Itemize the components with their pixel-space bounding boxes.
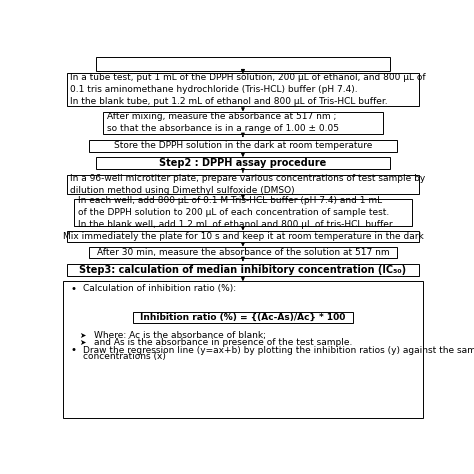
Bar: [89, 246, 397, 258]
Bar: [66, 175, 419, 194]
Text: •: •: [70, 283, 76, 293]
Text: Where: Ac is the absorbance of blank;: Where: Ac is the absorbance of blank;: [94, 331, 266, 340]
Bar: [96, 57, 390, 71]
Text: In each well, add 800 μL of 0.1 M Tris-HCL buffer (pH 7.4) and 1 mL
of the DPPH : In each well, add 800 μL of 0.1 M Tris-H…: [78, 196, 392, 228]
Bar: [89, 140, 397, 152]
Text: After mixing, measure the absorbance at 517 nm ;
so that the absorbance is in a : After mixing, measure the absorbance at …: [107, 112, 339, 133]
Text: ➤: ➤: [80, 338, 86, 347]
Text: Step3: calculation of median inhibitory concentration (IC₅₀): Step3: calculation of median inhibitory …: [79, 265, 407, 275]
Text: Mix immediately the plate for 10 s and keep it at room temperature in the dark: Mix immediately the plate for 10 s and k…: [63, 232, 423, 241]
Text: Inhibition ratio (%) = {(Ac-As)/Ac} * 100: Inhibition ratio (%) = {(Ac-As)/Ac} * 10…: [140, 313, 346, 322]
Text: Calculation of inhibition ratio (%):: Calculation of inhibition ratio (%):: [83, 284, 236, 293]
Text: After 30 min, measure the absorbance of the solution at 517 nm: After 30 min, measure the absorbance of …: [97, 247, 389, 256]
Bar: [63, 282, 423, 418]
Text: In a 96-well microtiter plate, prepare various concentrations of test sample by
: In a 96-well microtiter plate, prepare v…: [70, 174, 426, 195]
Text: Draw the regression line (y=ax+b) by plotting the inhibition ratios (y) against : Draw the regression line (y=ax+b) by plo…: [83, 346, 474, 355]
Text: •: •: [70, 346, 76, 356]
Bar: [66, 231, 419, 242]
Text: ➤: ➤: [80, 331, 86, 340]
Text: Store the DPPH solution in the dark at room temperature: Store the DPPH solution in the dark at r…: [114, 141, 372, 150]
Text: and As is the absorbance in presence of the test sample.: and As is the absorbance in presence of …: [94, 338, 353, 347]
Bar: [133, 311, 353, 323]
Bar: [96, 157, 390, 169]
Bar: [66, 73, 419, 106]
Bar: [74, 199, 412, 226]
Text: In a tube test, put 1 mL of the DPPH solution, 200 μL of ethanol, and 800 μL of
: In a tube test, put 1 mL of the DPPH sol…: [70, 73, 426, 106]
Bar: [103, 112, 383, 134]
Bar: [66, 264, 419, 276]
Text: concentrations (x): concentrations (x): [83, 352, 166, 361]
Text: Step2 : DPPH assay procedure: Step2 : DPPH assay procedure: [159, 158, 327, 168]
